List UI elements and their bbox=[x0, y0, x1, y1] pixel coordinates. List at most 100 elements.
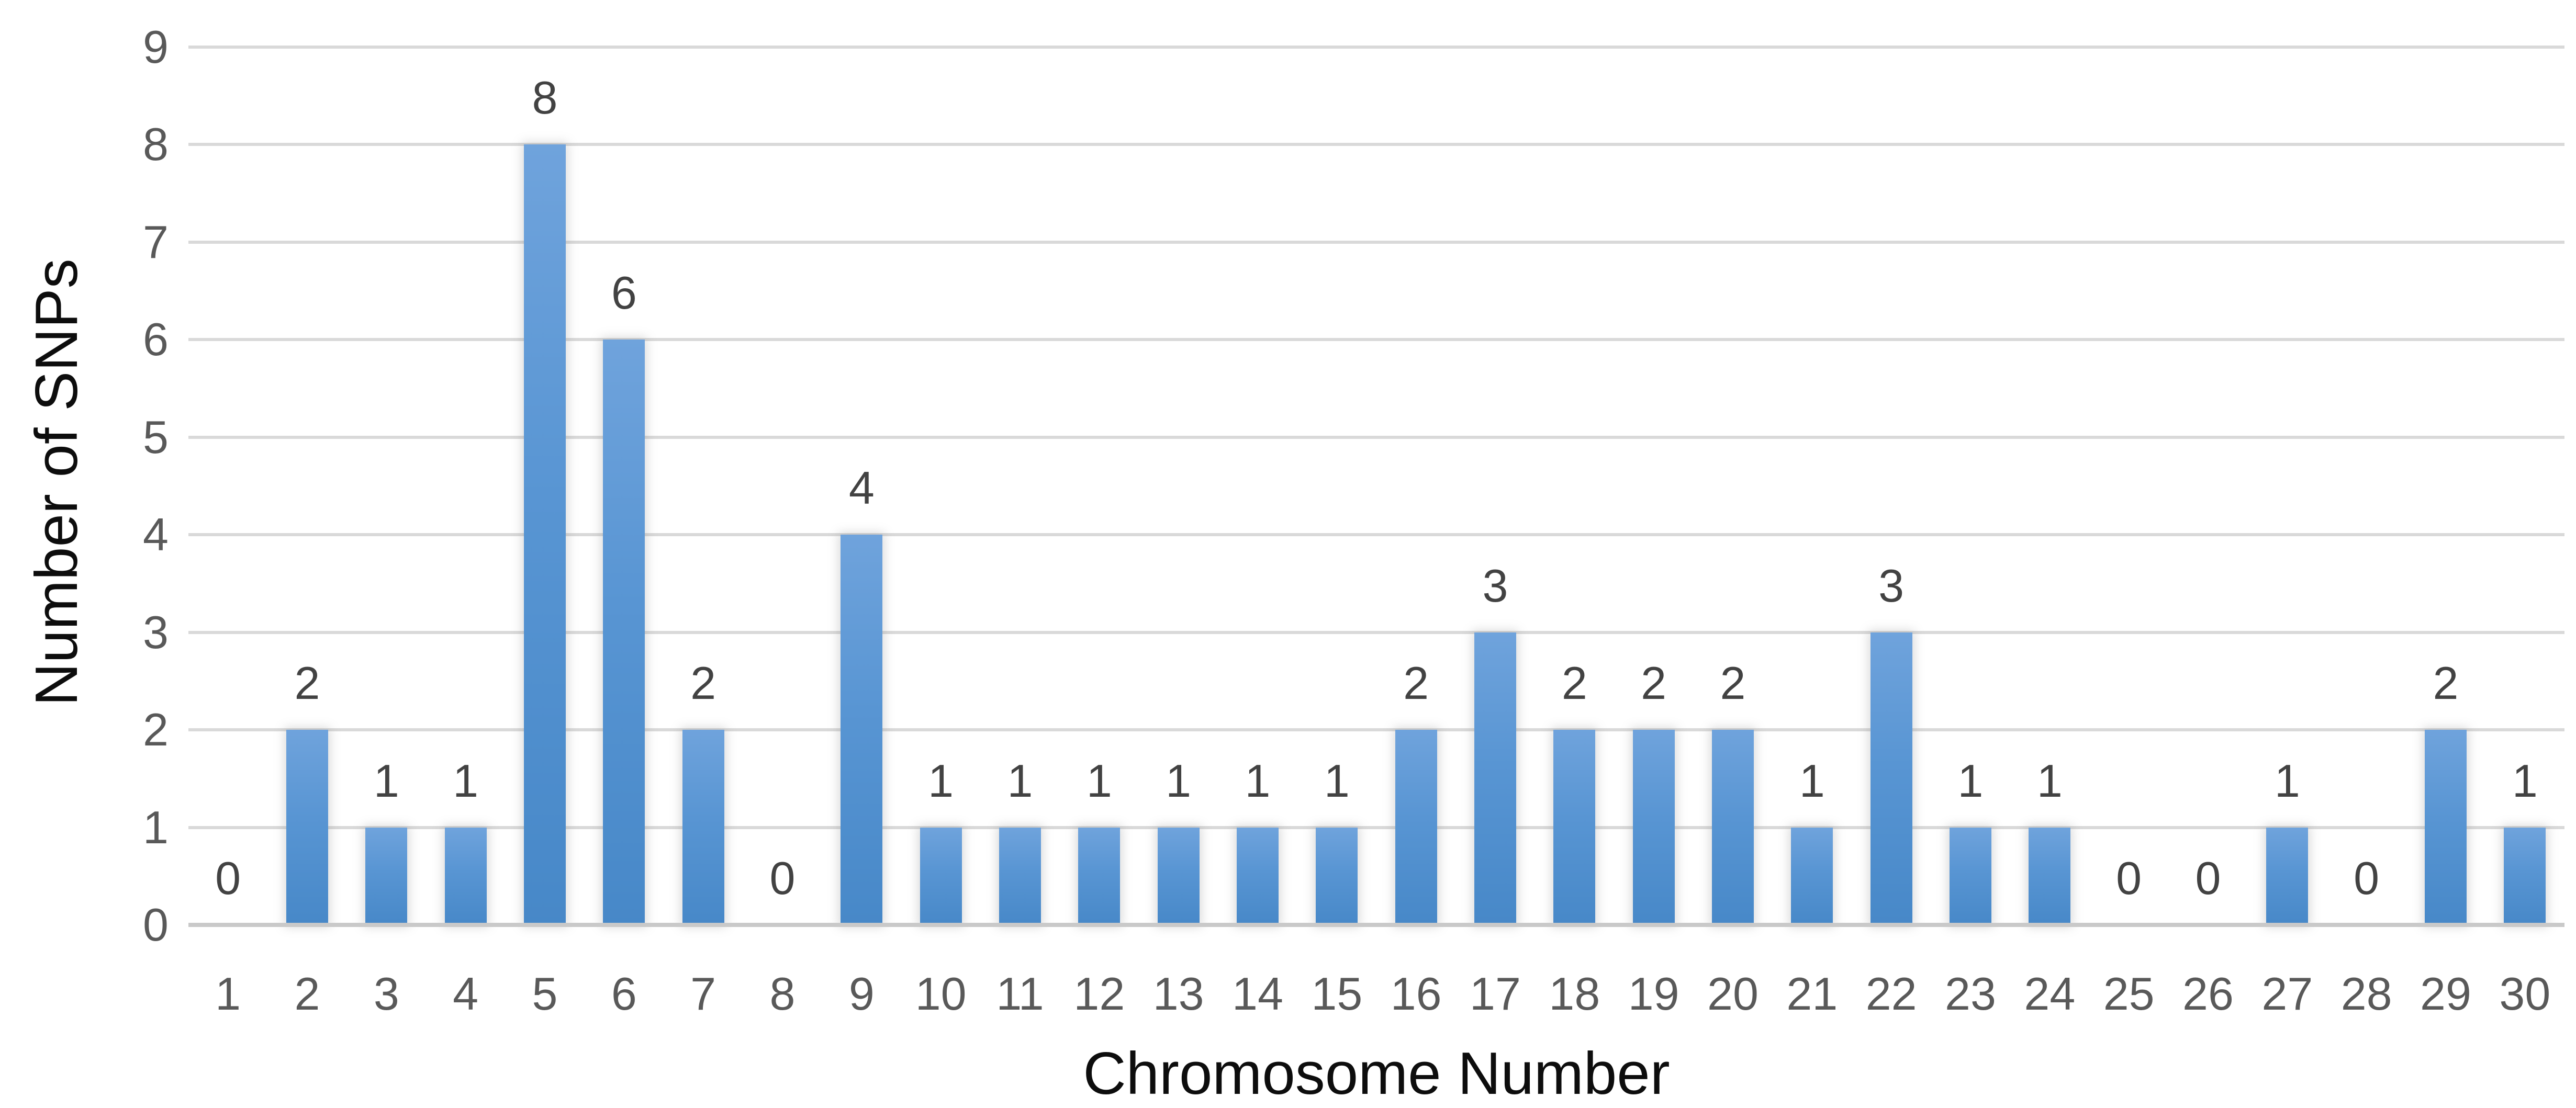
y-tick-label: 2 bbox=[143, 704, 169, 756]
bar-chr-7 bbox=[682, 730, 724, 925]
data-label-chr-25: 0 bbox=[2116, 852, 2142, 904]
x-tick-label-27: 27 bbox=[2261, 968, 2313, 1020]
bar-chr-27 bbox=[2266, 827, 2309, 925]
data-label-chr-4: 1 bbox=[453, 754, 479, 807]
y-axis-tick-labels: 0 1 2 3 4 5 6 7 8 9 bbox=[0, 0, 169, 1108]
bar-chr-18 bbox=[1553, 730, 1596, 925]
bar-chr-11 bbox=[999, 827, 1041, 925]
x-tick-label-3: 3 bbox=[373, 968, 399, 1020]
bar-chr-22 bbox=[1870, 632, 1912, 925]
x-tick-label-26: 26 bbox=[2182, 968, 2234, 1020]
x-tick-label-15: 15 bbox=[1311, 968, 1363, 1020]
x-tick-label-19: 19 bbox=[1628, 968, 1679, 1020]
data-label-chr-28: 0 bbox=[2354, 852, 2380, 904]
x-tick-label-22: 22 bbox=[1865, 968, 1917, 1020]
bar-chr-9 bbox=[841, 535, 883, 925]
x-tick-label-29: 29 bbox=[2420, 968, 2471, 1020]
y-tick-label: 5 bbox=[143, 411, 169, 463]
gridline bbox=[188, 143, 2564, 146]
gridline bbox=[188, 435, 2564, 439]
data-label-chr-7: 2 bbox=[690, 657, 716, 709]
data-label-chr-13: 1 bbox=[1166, 754, 1192, 807]
bar-chr-12 bbox=[1078, 827, 1121, 925]
data-label-chr-23: 1 bbox=[1957, 754, 1984, 807]
x-tick-label-9: 9 bbox=[848, 968, 875, 1020]
data-label-chr-22: 3 bbox=[1878, 559, 1905, 612]
x-tick-label-10: 10 bbox=[915, 968, 967, 1020]
bar-chr-21 bbox=[1791, 827, 1833, 925]
y-tick-label: 3 bbox=[143, 606, 169, 658]
x-tick-label-7: 7 bbox=[690, 968, 716, 1020]
bar-chr-14 bbox=[1237, 827, 1279, 925]
x-axis-title: Chromosome Number bbox=[1083, 1041, 1670, 1107]
bar-chr-5 bbox=[524, 144, 566, 925]
bar-chr-24 bbox=[2029, 827, 2071, 925]
bar-chr-2 bbox=[286, 730, 328, 925]
x-tick-label-20: 20 bbox=[1707, 968, 1759, 1020]
data-label-chr-20: 2 bbox=[1720, 657, 1746, 709]
y-tick-label: 1 bbox=[143, 801, 169, 853]
bar-chr-6 bbox=[603, 340, 645, 925]
gridline bbox=[188, 46, 2564, 49]
data-label-chr-12: 1 bbox=[1086, 754, 1112, 807]
bar-chr-13 bbox=[1157, 827, 1200, 925]
x-tick-label-14: 14 bbox=[1232, 968, 1283, 1020]
y-tick-label: 6 bbox=[143, 313, 169, 366]
gridline bbox=[188, 826, 2564, 829]
x-tick-label-25: 25 bbox=[2103, 968, 2155, 1020]
data-label-chr-24: 1 bbox=[2036, 754, 2063, 807]
data-label-chr-27: 1 bbox=[2274, 754, 2300, 807]
data-label-chr-8: 0 bbox=[769, 852, 796, 904]
x-tick-label-18: 18 bbox=[1549, 968, 1600, 1020]
x-tick-label-2: 2 bbox=[294, 968, 320, 1020]
x-tick-label-24: 24 bbox=[2024, 968, 2076, 1020]
y-tick-label: 0 bbox=[143, 899, 169, 951]
x-axis-tick-labels: 1 2 3 4 5 6 7 8 9 10 11 12 13 14 15 16 17 18 19 20 21 22 23 24 2… bbox=[188, 971, 2564, 1021]
gridline bbox=[188, 338, 2564, 342]
data-label-chr-29: 2 bbox=[2433, 657, 2459, 709]
data-label-chr-16: 2 bbox=[1403, 657, 1429, 709]
data-label-chr-1: 0 bbox=[215, 852, 241, 904]
data-label-chr-17: 3 bbox=[1482, 559, 1508, 612]
x-axis-line bbox=[188, 923, 2564, 927]
bar-chr-3 bbox=[365, 827, 408, 925]
x-tick-label-13: 13 bbox=[1152, 968, 1204, 1020]
y-tick-label: 7 bbox=[143, 216, 169, 268]
data-label-chr-2: 2 bbox=[294, 657, 320, 709]
gridline bbox=[188, 533, 2564, 537]
gridline bbox=[188, 240, 2564, 244]
x-tick-label-30: 30 bbox=[2499, 968, 2551, 1020]
bar-chr-19 bbox=[1632, 730, 1675, 925]
gridline bbox=[188, 728, 2564, 732]
bar-chr-4 bbox=[444, 827, 487, 925]
data-label-chr-6: 6 bbox=[611, 267, 637, 319]
x-tick-label-1: 1 bbox=[215, 968, 241, 1020]
bar-chr-20 bbox=[1712, 730, 1754, 925]
data-label-chr-21: 1 bbox=[1799, 754, 1825, 807]
gridline bbox=[188, 630, 2564, 634]
data-label-chr-5: 8 bbox=[532, 72, 558, 124]
y-tick-label: 8 bbox=[143, 118, 169, 171]
x-tick-label-17: 17 bbox=[1470, 968, 1521, 1020]
bar-chr-10 bbox=[920, 827, 962, 925]
bar-chr-29 bbox=[2425, 730, 2467, 925]
bar-chr-17 bbox=[1474, 632, 1516, 925]
y-tick-label: 4 bbox=[143, 508, 169, 561]
bar-chr-30 bbox=[2504, 827, 2546, 925]
bar-chr-23 bbox=[1950, 827, 1991, 925]
x-tick-label-4: 4 bbox=[453, 968, 479, 1020]
data-label-chr-30: 1 bbox=[2512, 754, 2538, 807]
x-tick-label-12: 12 bbox=[1073, 968, 1125, 1020]
x-tick-label-11: 11 bbox=[996, 968, 1044, 1020]
data-label-chr-15: 1 bbox=[1324, 754, 1350, 807]
x-tick-label-28: 28 bbox=[2340, 968, 2392, 1020]
data-label-chr-19: 2 bbox=[1641, 657, 1667, 709]
bar-chr-16 bbox=[1395, 730, 1437, 925]
data-label-chr-11: 1 bbox=[1007, 754, 1033, 807]
data-label-chr-18: 2 bbox=[1561, 657, 1587, 709]
data-label-chr-9: 4 bbox=[848, 462, 875, 514]
y-tick-label: 9 bbox=[143, 21, 169, 73]
x-tick-label-16: 16 bbox=[1390, 968, 1442, 1020]
